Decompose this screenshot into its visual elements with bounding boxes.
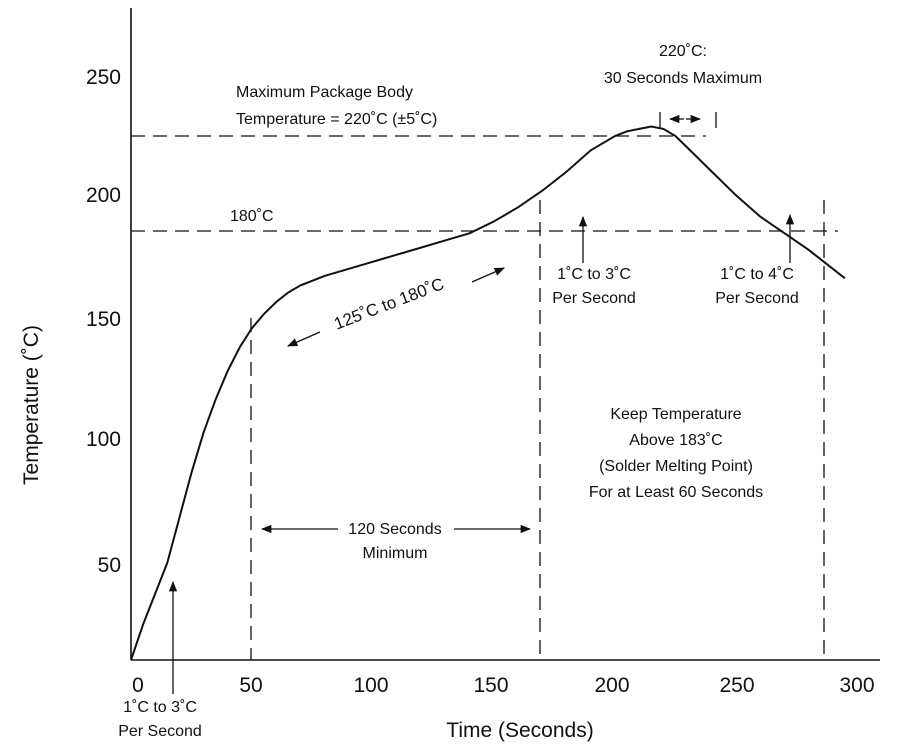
annotations: Maximum Package Body Temperature = 220˚C… <box>118 43 799 740</box>
max-body-label-line1: Maximum Package Body <box>236 84 413 101</box>
ramp-start-label-line1: 1˚C to 3˚C <box>123 699 197 716</box>
x-axis-title: Time (Seconds) <box>446 719 593 742</box>
temperature-profile-series <box>130 125 846 661</box>
y-tick-200: 200 <box>86 184 121 207</box>
x-tick-50: 50 <box>239 674 262 697</box>
keep-temp-line2: Above 183˚C <box>629 432 722 449</box>
ramp-down-label-line2: Per Second <box>715 290 799 307</box>
preheat-right-arrow <box>471 267 505 283</box>
x-tick-200: 200 <box>594 674 629 697</box>
x-tick-300: 300 <box>839 674 874 697</box>
ramp-down-label-line1: 1˚C to 4˚C <box>720 266 794 283</box>
x-tick-150: 150 <box>473 674 508 697</box>
x-tick-labels: 0 50 100 150 200 250 300 <box>132 674 874 697</box>
preheat-range-label: 125˚C to 180˚C <box>331 274 446 333</box>
y-tick-labels: 50 100 150 200 250 <box>86 66 121 577</box>
y-axis-title: Temperature (˚C) <box>20 325 43 485</box>
max-body-label-line2: Temperature = 220˚C (±5˚C) <box>236 111 437 128</box>
annotation-arrows <box>168 112 795 694</box>
x-tick-0: 0 <box>132 674 144 697</box>
y-tick-250: 250 <box>86 66 121 89</box>
x-tick-250: 250 <box>719 674 754 697</box>
x-tick-100: 100 <box>353 674 388 697</box>
ramp-up-label-line2: Per Second <box>552 290 636 307</box>
y-tick-150: 150 <box>86 308 121 331</box>
label-180c: 180˚C <box>230 208 274 225</box>
y-tick-100: 100 <box>86 428 121 451</box>
keep-temp-line3: (Solder Melting Point) <box>599 458 753 475</box>
y-tick-50: 50 <box>98 554 121 577</box>
ramp-start-label-line2: Per Second <box>118 723 202 740</box>
min120-label-line2: Minimum <box>363 545 428 562</box>
preheat-left-arrow <box>287 331 321 347</box>
keep-temp-line1: Keep Temperature <box>610 406 741 423</box>
peak-label-line1: 220˚C: <box>659 43 707 60</box>
min120-label-line1: 120 Seconds <box>348 521 441 538</box>
peak-label-line2: 30 Seconds Maximum <box>604 70 762 87</box>
ramp-up-label-line1: 1˚C to 3˚C <box>557 266 631 283</box>
keep-temp-line4: For at Least 60 Seconds <box>589 484 763 501</box>
